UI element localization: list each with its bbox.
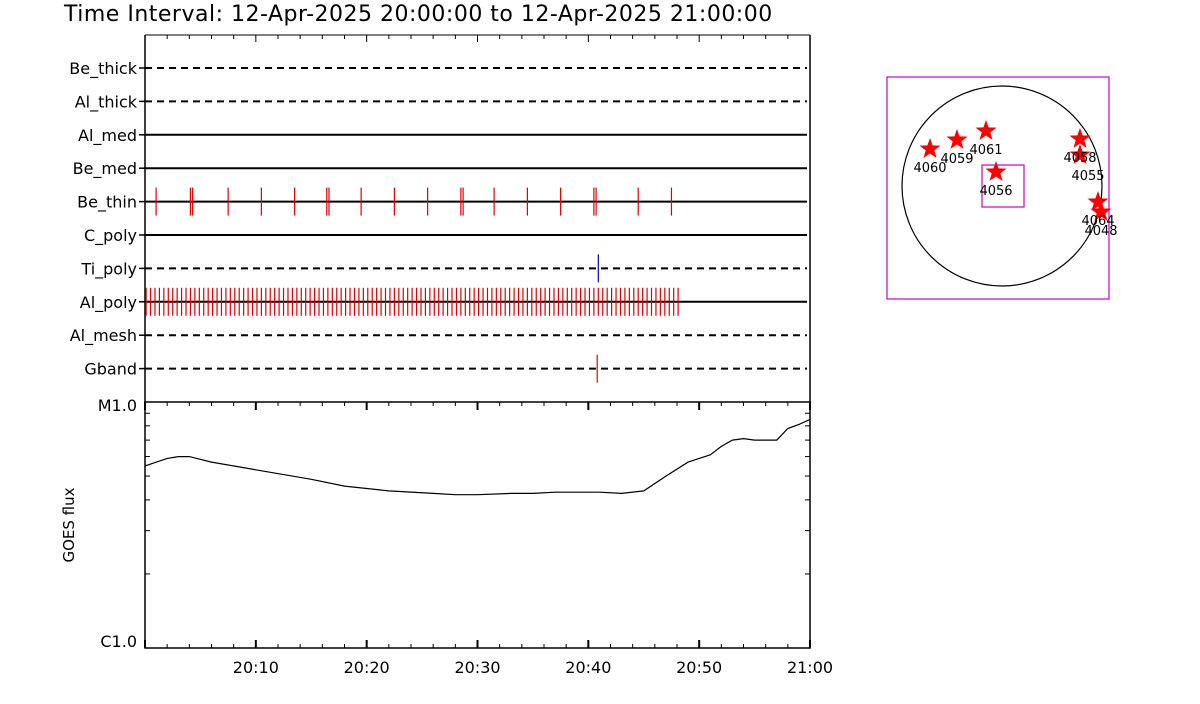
channel-label: Be_med <box>73 159 137 179</box>
channel-label: Ti_poly <box>80 259 137 279</box>
ar-label: 4056 <box>979 184 1012 199</box>
ar-label: 4060 <box>913 161 946 176</box>
x-tick-label: 20:20 <box>344 658 390 677</box>
ar-star-marker <box>1069 144 1091 164</box>
ar-star-marker <box>1087 191 1109 211</box>
chart-title: Time Interval: 12-Apr-2025 20:00:00 to 1… <box>64 2 773 27</box>
x-tick-label: 20:30 <box>454 658 500 677</box>
ar-label: 4058 <box>1063 151 1096 166</box>
ar-label: 4055 <box>1071 169 1104 184</box>
ar-star-marker <box>1069 128 1091 148</box>
channel-label: Be_thick <box>69 59 137 79</box>
ar-label: 4059 <box>940 152 973 167</box>
goes-panel: 20:10 20:20 20:30 20:40 20:50 21:00 M1.0 C1.0 GO… <box>60 396 833 677</box>
ar-star-marker <box>946 129 968 149</box>
ar-star-marker <box>985 161 1007 181</box>
map-frame <box>886 76 1110 300</box>
goes-flux-line <box>144 418 811 496</box>
ar-label: 4061 <box>969 143 1002 158</box>
channel-label: C_poly <box>84 226 137 246</box>
ar-star-marker <box>919 138 941 158</box>
ar-label: 4048 <box>1084 224 1117 239</box>
ar-star-marker <box>975 120 997 140</box>
y-axis-label: GOES flux <box>60 487 78 562</box>
channel-label: Al_mesh <box>70 326 137 346</box>
x-tick-label: 20:10 <box>233 658 279 677</box>
x-tick-label: 20:50 <box>676 658 722 677</box>
x-tick-label: 20:40 <box>565 658 611 677</box>
timeline-panel: Be_thick Al_thick Al_med Be_med Be_thin C_pol… <box>69 34 811 402</box>
fov-box <box>981 164 1025 208</box>
channel-label: Gband <box>84 360 137 379</box>
ar-label: 4064 <box>1081 214 1114 229</box>
channel-label: Al_thick <box>75 92 138 112</box>
goes-frame <box>144 401 811 649</box>
y-tick-label: C1.0 <box>100 632 137 651</box>
channel-label: Al_poly <box>80 293 137 313</box>
solar-disk <box>901 85 1103 287</box>
x-tick-label: 21:00 <box>787 658 833 677</box>
y-tick-label: M1.0 <box>98 396 137 415</box>
channel-label: Be_thin <box>77 193 137 213</box>
channel-label: Al_med <box>78 126 137 146</box>
ar-star-marker <box>1090 201 1112 221</box>
